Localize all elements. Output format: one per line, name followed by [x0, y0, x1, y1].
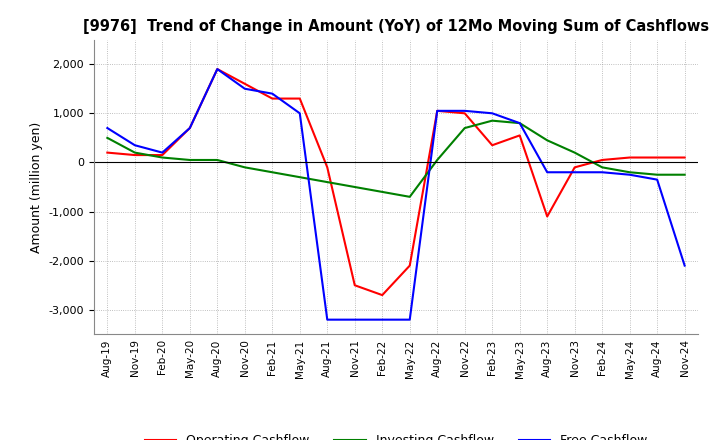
Investing Cashflow — [598, 165, 606, 170]
Line: Free Cashflow: Free Cashflow — [107, 69, 685, 319]
Free Cashflow — [405, 317, 414, 322]
Operating Cashflow — [405, 263, 414, 268]
Investing Cashflow — [626, 169, 634, 175]
Operating Cashflow — [323, 165, 332, 170]
Operating Cashflow — [653, 155, 662, 160]
Free Cashflow — [158, 150, 166, 155]
Investing Cashflow — [158, 155, 166, 160]
Operating Cashflow — [295, 96, 304, 101]
Free Cashflow — [516, 121, 524, 126]
Investing Cashflow — [570, 150, 579, 155]
Free Cashflow — [598, 169, 606, 175]
Investing Cashflow — [213, 158, 222, 163]
Investing Cashflow — [516, 121, 524, 126]
Investing Cashflow — [130, 150, 139, 155]
Line: Operating Cashflow: Operating Cashflow — [107, 69, 685, 295]
Investing Cashflow — [433, 158, 441, 163]
Free Cashflow — [570, 169, 579, 175]
Operating Cashflow — [433, 108, 441, 114]
Investing Cashflow — [351, 184, 359, 190]
Free Cashflow — [653, 177, 662, 182]
Investing Cashflow — [405, 194, 414, 199]
Free Cashflow — [543, 169, 552, 175]
Free Cashflow — [626, 172, 634, 177]
Operating Cashflow — [158, 152, 166, 158]
Investing Cashflow — [653, 172, 662, 177]
Investing Cashflow — [240, 165, 249, 170]
Operating Cashflow — [240, 81, 249, 86]
Investing Cashflow — [460, 125, 469, 131]
Free Cashflow — [268, 91, 276, 96]
Investing Cashflow — [488, 118, 497, 123]
Operating Cashflow — [268, 96, 276, 101]
Investing Cashflow — [378, 189, 387, 194]
Y-axis label: Amount (million yen): Amount (million yen) — [30, 121, 42, 253]
Free Cashflow — [130, 143, 139, 148]
Operating Cashflow — [378, 293, 387, 298]
Free Cashflow — [186, 125, 194, 131]
Free Cashflow — [213, 66, 222, 72]
Operating Cashflow — [516, 133, 524, 138]
Free Cashflow — [323, 317, 332, 322]
Operating Cashflow — [103, 150, 112, 155]
Investing Cashflow — [186, 158, 194, 163]
Investing Cashflow — [680, 172, 689, 177]
Free Cashflow — [378, 317, 387, 322]
Operating Cashflow — [543, 214, 552, 219]
Operating Cashflow — [186, 125, 194, 131]
Free Cashflow — [103, 125, 112, 131]
Legend: Operating Cashflow, Investing Cashflow, Free Cashflow: Operating Cashflow, Investing Cashflow, … — [140, 429, 652, 440]
Operating Cashflow — [488, 143, 497, 148]
Line: Investing Cashflow: Investing Cashflow — [107, 121, 685, 197]
Operating Cashflow — [680, 155, 689, 160]
Free Cashflow — [488, 110, 497, 116]
Investing Cashflow — [268, 169, 276, 175]
Free Cashflow — [295, 110, 304, 116]
Free Cashflow — [460, 108, 469, 114]
Operating Cashflow — [626, 155, 634, 160]
Operating Cashflow — [130, 152, 139, 158]
Free Cashflow — [240, 86, 249, 92]
Free Cashflow — [680, 263, 689, 268]
Operating Cashflow — [460, 110, 469, 116]
Investing Cashflow — [295, 175, 304, 180]
Operating Cashflow — [570, 165, 579, 170]
Operating Cashflow — [598, 158, 606, 163]
Operating Cashflow — [351, 282, 359, 288]
Operating Cashflow — [213, 66, 222, 72]
Investing Cashflow — [543, 138, 552, 143]
Free Cashflow — [433, 108, 441, 114]
Investing Cashflow — [103, 135, 112, 140]
Investing Cashflow — [323, 180, 332, 185]
Free Cashflow — [351, 317, 359, 322]
Title: [9976]  Trend of Change in Amount (YoY) of 12Mo Moving Sum of Cashflows: [9976] Trend of Change in Amount (YoY) o… — [83, 19, 709, 34]
